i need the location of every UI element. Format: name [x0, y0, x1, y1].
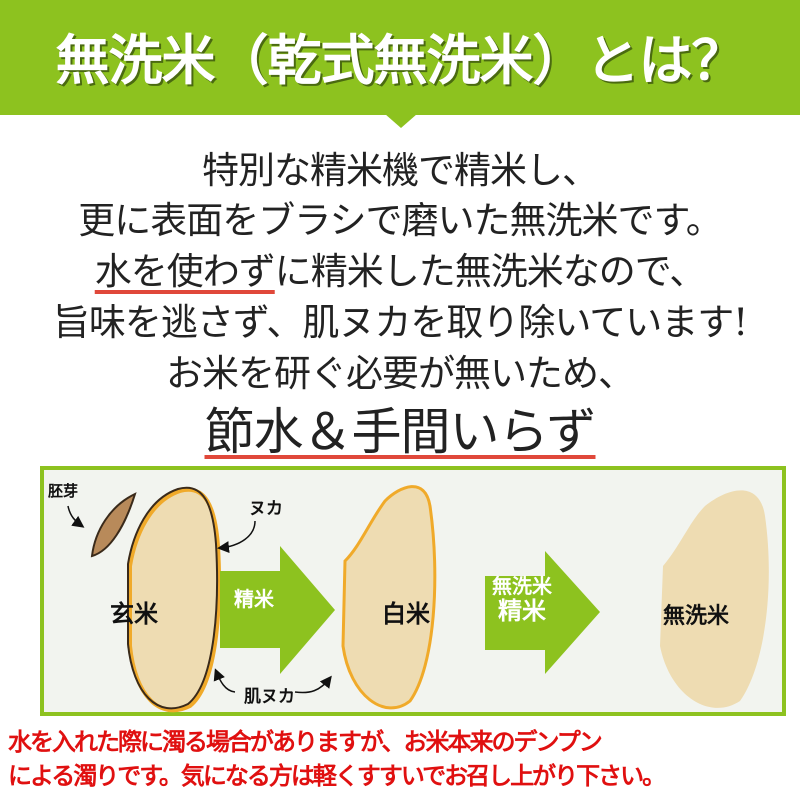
label-white-rice: 白米 — [382, 600, 430, 628]
page-title: 無洗米（乾式無洗米）とは？ — [55, 28, 746, 92]
body-line-4: 旨味を逃さず、肌ヌカを取り除いています! — [52, 301, 748, 344]
white-rice-shape — [341, 485, 437, 710]
body-line-3: 水を使わずに精米した無洗米なので、 — [0, 241, 800, 295]
label-skin-bran: 肌ヌカ — [244, 687, 295, 707]
arrow-label-line2: 精米 — [498, 597, 546, 625]
label-germ: 胚芽 — [48, 482, 79, 500]
body-line-3-rest: に精米した無洗米なので、 — [274, 250, 707, 293]
body-line-2: 更に表面をブラシで磨いた無洗米です。 — [78, 199, 723, 242]
arrow-polish — [220, 546, 335, 674]
underlined-phrase: 水を使わず — [94, 250, 276, 293]
label-brown-rice: 玄米 — [110, 600, 158, 628]
label-bran: ヌカ — [249, 499, 283, 519]
germ-shape — [90, 492, 137, 558]
headline-text: 節水＆手間いらず — [204, 403, 597, 461]
label-musenmai: 無洗米 — [663, 604, 730, 629]
musenmai-shape — [660, 490, 769, 708]
note-line-1: 水を入れた際に濁る場合がありますが、お米本来のデンプン — [8, 728, 603, 756]
arrow-label-polish: 精米 — [234, 587, 274, 611]
arrow-label-musenmai: 無洗米 精米 — [492, 575, 552, 626]
title-banner — [0, 0, 800, 115]
arrow-label-line1: 無洗米 — [492, 574, 552, 598]
rice-diagram: 胚芽 ヌカ 肌ヌカ 玄米 白米 無洗米 精米 無洗米 精米 — [40, 466, 786, 716]
diagram-shapes — [67, 485, 769, 713]
headline-emphasis: 節水＆手間いらず — [0, 392, 800, 464]
body-line-5: お米を研ぐ必要が無いため、 — [166, 352, 635, 395]
note-line-2: による濁りです。気になる方は軽くすすいでお召し上がり下さい。 — [8, 762, 666, 790]
arrow-musenmai — [485, 551, 600, 674]
body-line-1: 特別な精米機で精米し、 — [202, 149, 599, 192]
banner-pointer — [385, 114, 417, 128]
